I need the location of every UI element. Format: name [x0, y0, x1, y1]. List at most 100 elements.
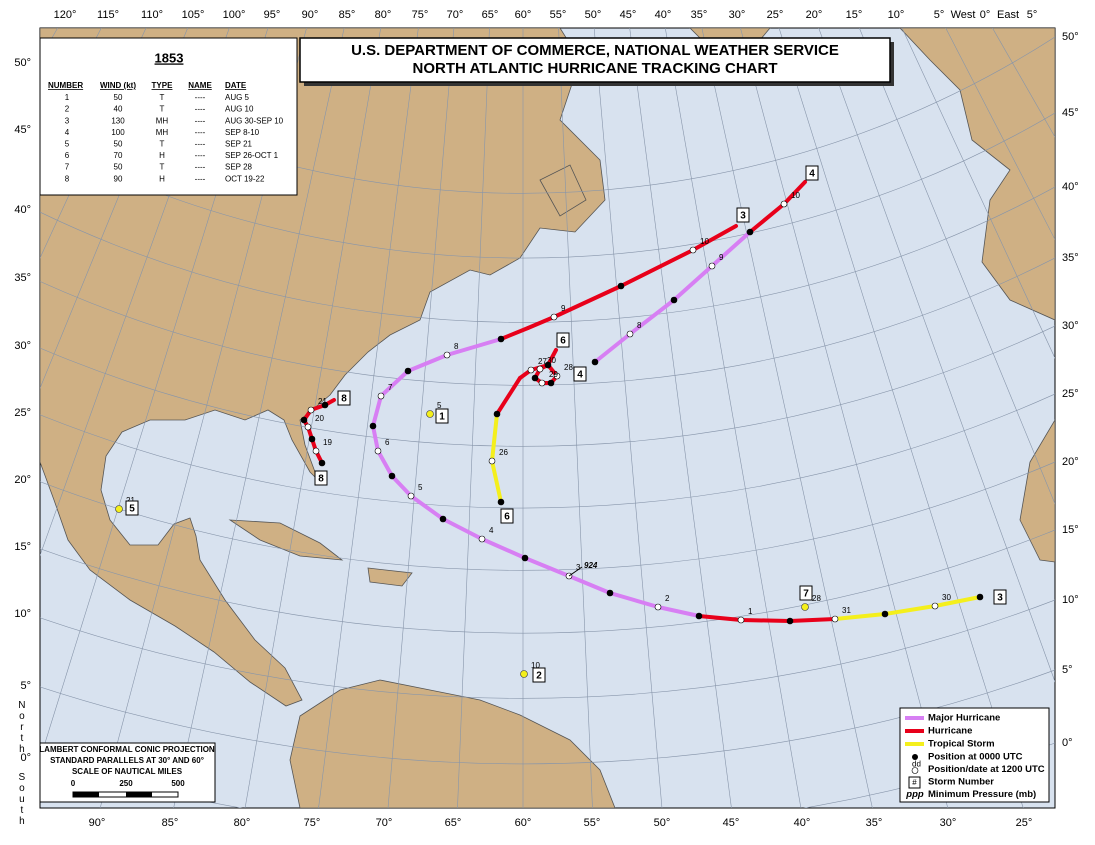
track-segment	[371, 424, 380, 453]
top-lon-label: 30°	[729, 9, 746, 21]
left-lat-label: 5°	[20, 680, 31, 692]
storm-number-box	[993, 589, 1007, 605]
top-lon-label: 10°	[888, 9, 905, 21]
top-lon-label: 80°	[375, 9, 392, 21]
position-dot	[786, 617, 794, 625]
table-cell: T	[160, 93, 165, 102]
table-cell: ----	[195, 163, 206, 172]
position-dot	[780, 200, 788, 208]
table-cell: 4	[65, 128, 70, 137]
position-dot	[746, 228, 754, 236]
bottom-lon-label: 85°	[162, 817, 179, 829]
track-segment	[441, 517, 484, 541]
top-lon-label: 5°	[1027, 9, 1038, 21]
table-cell: AUG 10	[225, 105, 254, 114]
date-label: 9	[561, 304, 566, 313]
top-lon-label: 115°	[97, 9, 119, 21]
meridian	[629, 28, 732, 808]
track-segment	[697, 614, 743, 622]
table-cell: 2	[65, 105, 70, 114]
top-lon-label: East	[997, 9, 1019, 21]
date-label: 6	[385, 438, 390, 447]
track-segment	[782, 180, 807, 206]
legend-label: Minimum Pressure (mb)	[928, 789, 1036, 800]
position-dot	[520, 670, 528, 678]
table-cell: ----	[195, 140, 206, 149]
bottom-lon-label: 55°	[584, 817, 601, 829]
date-label: 29	[549, 370, 558, 379]
meridian	[318, 28, 419, 808]
table-cell: H	[159, 174, 165, 183]
position-dot	[626, 330, 634, 338]
position-dot	[670, 296, 678, 304]
table-cell: 100	[111, 128, 125, 137]
table-cell: 130	[111, 116, 125, 125]
top-lon-label: 5°	[934, 9, 945, 21]
track-segment	[567, 574, 612, 595]
position-dot	[497, 335, 505, 343]
legend-label: Position at 0000 UTC	[928, 752, 1023, 763]
track-segment	[523, 556, 571, 578]
position-dot	[553, 372, 561, 380]
date-label: 31	[842, 606, 851, 615]
meridian	[40, 28, 269, 761]
storm-number-box	[805, 165, 819, 181]
position-dot	[307, 406, 315, 414]
position-dot	[617, 282, 625, 290]
meridian	[701, 28, 873, 808]
top-lon-label: 60°	[515, 9, 532, 21]
table-cell: 5	[65, 140, 70, 149]
position-dot	[538, 379, 546, 387]
position-dot	[439, 515, 447, 523]
storm-number: 8	[341, 394, 347, 405]
top-lon-label: 95°	[264, 9, 281, 21]
bottom-lon-label: 80°	[234, 817, 251, 829]
top-lon-label: West	[951, 9, 976, 21]
track-segment	[739, 618, 792, 623]
year: 1853	[155, 50, 184, 65]
track-segment	[406, 353, 449, 373]
left-lat-label: 20°	[14, 474, 31, 486]
track-segment	[672, 264, 714, 302]
top-lon-label: 35°	[691, 9, 708, 21]
track-segment	[379, 369, 410, 398]
pressure-tick	[568, 566, 583, 577]
table-box	[39, 37, 298, 196]
position-dot	[689, 246, 697, 254]
storm-number-box	[799, 585, 813, 601]
bottom-lon-label: 30°	[940, 817, 957, 829]
storm-number-box	[532, 667, 546, 683]
title: NORTH ATLANTIC HURRICANE TRACKING CHART	[413, 60, 778, 77]
legend-box-symbol	[908, 776, 921, 789]
legend-symbol: ppp	[905, 789, 924, 800]
date-label: 28	[812, 594, 821, 603]
table-header: DATE	[225, 81, 247, 90]
position-dot	[478, 535, 486, 543]
storm-number-box	[435, 408, 449, 424]
scale-label: 250	[119, 779, 133, 788]
top-lon-label: 120°	[54, 9, 77, 21]
scale-label: 0	[71, 779, 76, 788]
meridian	[593, 28, 663, 808]
position-dot	[536, 365, 544, 373]
projection-text: LAMBERT CONFORMAL CONIC PROJECTION	[39, 745, 215, 754]
meridian	[818, 28, 1055, 683]
legend-label: Storm Number	[928, 777, 994, 788]
left-lat-label: 25°	[14, 407, 31, 419]
meridian	[40, 28, 230, 557]
date-label: 9	[719, 253, 724, 262]
table-cell: SEP 8-10	[225, 128, 260, 137]
track-segment	[628, 298, 676, 336]
table-cell: SEP 21	[225, 140, 253, 149]
bottom-lon-label: 50°	[654, 817, 671, 829]
table-cell: ----	[195, 93, 206, 102]
top-lon-label: 65°	[482, 9, 499, 21]
bottom-lon-label: 60°	[515, 817, 532, 829]
pressure-label: 924	[584, 561, 598, 570]
position-dot	[801, 603, 809, 611]
top-lon-label: 105°	[182, 9, 205, 21]
table-cell: SEP 28	[225, 163, 253, 172]
tracks: 5110230311234567891033924891044215262728…	[115, 165, 1007, 683]
